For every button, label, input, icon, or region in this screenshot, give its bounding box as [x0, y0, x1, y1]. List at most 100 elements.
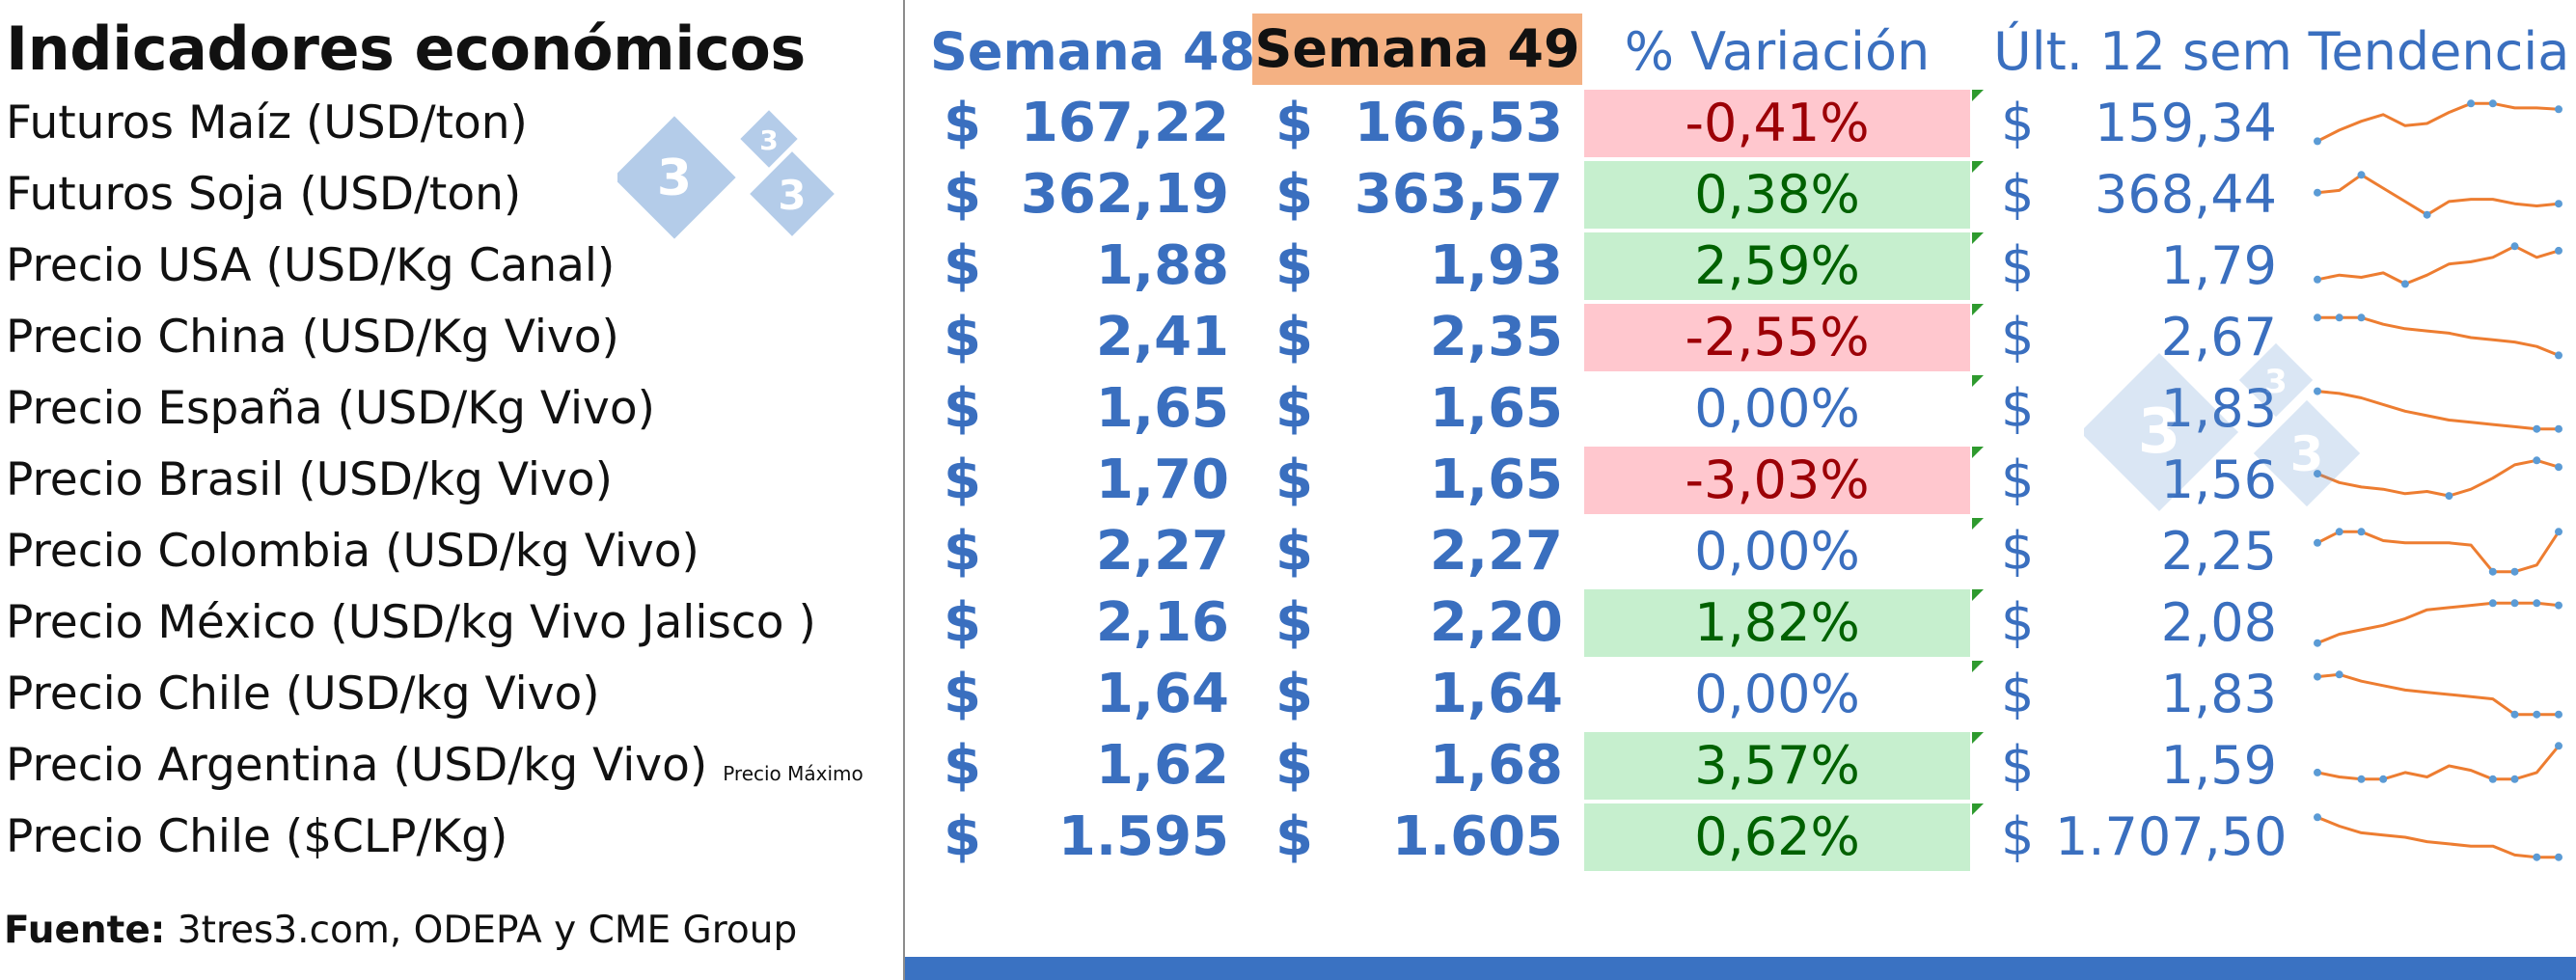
currency-symbol: $ [1275, 591, 1313, 654]
currency-symbol: $ [1275, 306, 1313, 368]
currency-symbol: $ [2001, 521, 2035, 582]
currency-symbol: $ [2001, 664, 2035, 724]
value-week-49: 1,64 [1429, 663, 1563, 725]
indicator-name: Precio México (USD/kg Vivo Jalisco ) [6, 596, 816, 649]
indicator-label: Futuros Maíz (USD/ton) [6, 88, 528, 159]
sparkline-marker [2510, 775, 2519, 783]
sparkline-marker [2555, 710, 2562, 719]
indicator-name: Precio España (USD/Kg Vivo) [6, 382, 655, 435]
trend-sparkline [2314, 670, 2562, 719]
sparkline-line [2316, 458, 2560, 498]
trend-sparkline [2314, 742, 2562, 783]
currency-symbol: $ [2001, 93, 2035, 153]
indicator-name: Precio Argentina (USD/kg Vivo) [6, 739, 708, 792]
value-week-48: 1,64 [1095, 663, 1229, 725]
sparkline-marker [2488, 567, 2497, 576]
currency-symbol: $ [944, 306, 981, 368]
source-text: 3tres3.com, ODEPA y CME Group [165, 909, 798, 952]
sparkline-marker [2488, 599, 2497, 608]
trend-sparkline [2314, 171, 2562, 219]
comment-marker [1972, 589, 1984, 601]
sparkline-line [2316, 101, 2560, 143]
sparkline-marker [2510, 599, 2519, 608]
sparkline-marker [2467, 99, 2476, 108]
svg-text:3: 3 [778, 172, 806, 219]
vertical-divider [903, 0, 905, 980]
sparkline-marker [2423, 210, 2431, 219]
sparkline-marker [2314, 639, 2321, 647]
sparkline-marker [2314, 538, 2321, 547]
currency-symbol: $ [1275, 163, 1313, 226]
sparkline-line [2316, 244, 2560, 286]
sparkline-marker [2379, 775, 2388, 783]
sparkline-line [2316, 601, 2560, 645]
svg-text:3: 3 [2290, 426, 2324, 482]
variation-cell: 2,59% [1584, 232, 1970, 300]
header-variation: % Variación [1624, 21, 1931, 82]
sparkline-marker [2314, 137, 2321, 146]
sparkline-marker [2533, 853, 2541, 861]
indicator-note: Precio Máximo [723, 762, 863, 785]
sparkline-marker [2533, 710, 2541, 719]
value-week-49: 1,65 [1429, 377, 1563, 440]
indicator-name: Futuros Maíz (USD/ton) [6, 96, 528, 150]
value-week-48: 1,88 [1095, 234, 1229, 297]
indicator-label: Precio México (USD/kg Vivo Jalisco ) [6, 587, 816, 659]
indicator-label: Precio Chile (USD/kg Vivo) [6, 659, 600, 730]
source-line: Fuente: 3tres3.com, ODEPA y CME Group [4, 909, 797, 952]
currency-symbol: $ [2001, 449, 2035, 510]
variation-cell: 3,57% [1584, 732, 1970, 800]
watermark-logo-right: 3 3 3 [2084, 342, 2361, 512]
value-week-48: 1.595 [1057, 805, 1229, 868]
indicator-label: Precio Brasil (USD/kg Vivo) [6, 445, 613, 516]
value-week-49: 1.605 [1391, 805, 1563, 868]
currency-symbol: $ [944, 377, 981, 440]
value-week-48: 1,70 [1095, 449, 1229, 511]
variation-cell: 0,62% [1584, 803, 1970, 871]
sparkline-line [2316, 390, 2559, 431]
sparkline-marker [2314, 470, 2321, 478]
sparkline-marker [2314, 768, 2321, 776]
value-week-49: 1,68 [1429, 734, 1563, 797]
indicator-label: Precio USA (USD/Kg Canal) [6, 231, 615, 302]
sparkline-marker [2445, 492, 2453, 501]
sparkline-marker [2314, 313, 2321, 322]
indicator-name: Precio China (USD/Kg Vivo) [6, 311, 619, 364]
sparkline-marker [2533, 424, 2541, 433]
sparkline-marker [2555, 463, 2562, 472]
currency-symbol: $ [944, 234, 981, 297]
trend-sparkline [2314, 313, 2562, 360]
comment-marker [1972, 732, 1984, 744]
currency-symbol: $ [2001, 806, 2035, 867]
value-week-49: 166,53 [1354, 92, 1563, 154]
value-week-48: 362,19 [1020, 163, 1229, 226]
currency-symbol: $ [944, 663, 981, 725]
currency-symbol: $ [2001, 235, 2035, 296]
sparkline-marker [2555, 853, 2562, 861]
currency-symbol: $ [2001, 164, 2035, 225]
value-last-12-weeks: 2,25 [2160, 521, 2277, 582]
variation-cell: 0,00% [1694, 664, 1860, 724]
sparkline-marker [2314, 387, 2321, 395]
sparkline-marker [2555, 601, 2562, 610]
value-week-48: 167,22 [1020, 92, 1229, 154]
trend-sparkline [2314, 99, 2562, 146]
sparkline-marker [2314, 813, 2321, 822]
indicator-name: Precio Chile (USD/kg Vivo) [6, 667, 600, 721]
value-last-12-weeks: 1,56 [2160, 449, 2277, 510]
svg-text:3: 3 [657, 150, 692, 207]
currency-symbol: $ [944, 734, 981, 797]
currency-symbol: $ [944, 805, 981, 868]
source-label: Fuente: [4, 909, 166, 952]
currency-symbol: $ [1275, 734, 1313, 797]
trend-sparkline [2314, 456, 2562, 501]
value-last-12-weeks: 1,59 [2160, 735, 2277, 796]
header-week-49: Semana 49 [1252, 14, 1582, 85]
value-last-12-weeks: 1,83 [2160, 378, 2277, 439]
indicator-label: Precio China (USD/Kg Vivo) [6, 302, 619, 373]
value-last-12-weeks: 1,79 [2160, 235, 2277, 296]
sparkline-line [2316, 745, 2561, 781]
sparkline-marker [2510, 710, 2519, 719]
sparkline-line [2316, 672, 2559, 717]
sparkline-marker [2357, 313, 2366, 322]
